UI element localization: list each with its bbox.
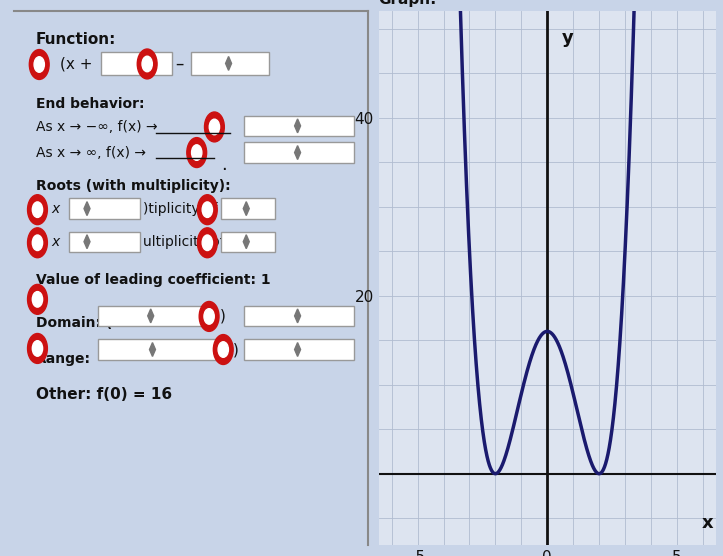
Text: Other: f(0) = 16: Other: f(0) = 16 [35, 388, 172, 403]
Text: Function:: Function: [35, 32, 116, 47]
Text: .: . [221, 156, 227, 174]
Circle shape [200, 301, 219, 331]
FancyBboxPatch shape [244, 142, 354, 163]
FancyBboxPatch shape [244, 339, 354, 360]
Circle shape [30, 49, 49, 80]
Circle shape [197, 228, 217, 258]
Text: ultiplicity of: ultiplicity of [142, 235, 224, 249]
Polygon shape [243, 235, 249, 249]
FancyBboxPatch shape [221, 198, 275, 219]
Text: ): ) [234, 342, 239, 357]
Circle shape [33, 341, 43, 356]
Circle shape [33, 291, 43, 307]
Text: x: x [51, 202, 60, 216]
FancyBboxPatch shape [101, 52, 172, 75]
Polygon shape [84, 202, 90, 216]
Text: As x → ∞, f(x) →: As x → ∞, f(x) → [35, 146, 146, 160]
Circle shape [27, 195, 48, 225]
Circle shape [27, 285, 48, 314]
Circle shape [205, 112, 224, 142]
Circle shape [218, 342, 228, 358]
Circle shape [213, 335, 234, 365]
Circle shape [202, 235, 213, 251]
Circle shape [197, 195, 217, 225]
FancyBboxPatch shape [244, 116, 354, 136]
Polygon shape [84, 235, 90, 249]
Text: x: x [702, 514, 714, 532]
Circle shape [27, 228, 48, 258]
Circle shape [187, 138, 207, 167]
FancyBboxPatch shape [98, 306, 215, 326]
Text: ): ) [220, 309, 226, 324]
Polygon shape [294, 119, 301, 133]
Circle shape [33, 235, 43, 251]
Polygon shape [243, 202, 249, 216]
Text: Value of leading coefficient: 1: Value of leading coefficient: 1 [35, 272, 270, 287]
Text: Range:: Range: [35, 351, 90, 366]
Polygon shape [147, 309, 154, 323]
Text: End behavior:: End behavior: [35, 97, 144, 111]
Circle shape [209, 119, 220, 135]
Text: –: – [176, 55, 184, 73]
Text: x: x [51, 235, 60, 249]
FancyBboxPatch shape [221, 231, 275, 252]
Polygon shape [294, 309, 301, 323]
Circle shape [27, 334, 48, 364]
Circle shape [34, 57, 44, 72]
Circle shape [33, 202, 43, 217]
Text: As x → −∞, f(x) →: As x → −∞, f(x) → [35, 120, 158, 134]
Text: y: y [562, 29, 573, 47]
Circle shape [202, 202, 213, 217]
Text: (x +: (x + [61, 57, 93, 72]
Circle shape [192, 145, 202, 160]
Circle shape [142, 56, 153, 72]
Text: )tiplicity of: )tiplicity of [142, 202, 217, 216]
FancyBboxPatch shape [69, 198, 140, 219]
FancyBboxPatch shape [244, 306, 354, 326]
Polygon shape [294, 146, 301, 160]
Polygon shape [226, 57, 231, 71]
Circle shape [137, 49, 157, 79]
Polygon shape [150, 342, 155, 356]
Text: Domain: (: Domain: ( [35, 316, 112, 330]
FancyBboxPatch shape [192, 52, 269, 75]
FancyBboxPatch shape [69, 231, 140, 252]
Circle shape [204, 309, 214, 324]
FancyBboxPatch shape [98, 339, 228, 360]
Polygon shape [294, 342, 301, 356]
Text: Graph:: Graph: [379, 0, 437, 7]
Text: Roots (with multiplicity):: Roots (with multiplicity): [35, 179, 231, 193]
